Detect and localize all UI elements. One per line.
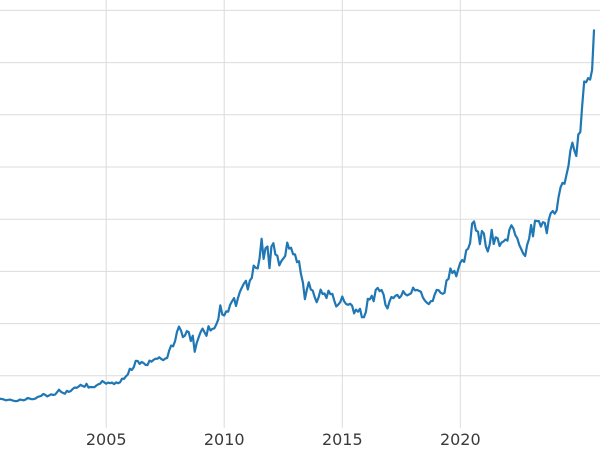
x-tick-label: 2020 (440, 430, 481, 449)
x-tick-label: 2015 (322, 430, 363, 449)
x-tick-label: 2010 (204, 430, 245, 449)
x-tick-labels: 2005 2010 2015 2020 (86, 430, 481, 449)
grid-lines (0, 0, 600, 428)
price-line-series (0, 29, 596, 403)
x-tick-label: 2005 (86, 430, 127, 449)
